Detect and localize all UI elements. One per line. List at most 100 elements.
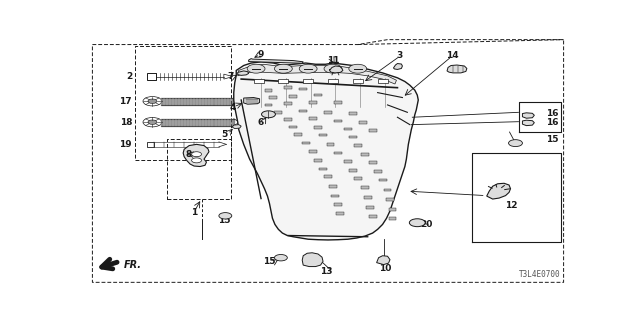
Bar (388, 208, 396, 211)
Polygon shape (302, 253, 323, 267)
Circle shape (247, 64, 265, 73)
Polygon shape (249, 59, 303, 63)
Text: 2: 2 (126, 72, 132, 81)
Text: 3: 3 (397, 51, 403, 60)
Bar (354, 144, 362, 147)
Text: 10: 10 (379, 264, 391, 273)
Text: 6: 6 (257, 118, 264, 127)
Bar (269, 96, 277, 99)
Text: 20: 20 (420, 220, 432, 229)
Bar (361, 186, 369, 189)
Bar (326, 143, 335, 146)
Bar (379, 179, 387, 181)
Bar (289, 95, 297, 98)
Bar (284, 86, 292, 89)
Bar (369, 215, 376, 218)
Bar (301, 142, 310, 145)
Circle shape (410, 219, 425, 227)
Polygon shape (486, 183, 511, 199)
Bar (319, 168, 327, 170)
Bar (147, 73, 156, 80)
Circle shape (300, 64, 317, 73)
Bar (364, 196, 372, 199)
Polygon shape (244, 98, 260, 104)
Bar (289, 126, 297, 129)
Text: 15: 15 (546, 135, 559, 144)
Text: 17: 17 (120, 97, 132, 106)
Bar (314, 159, 322, 162)
Polygon shape (522, 120, 534, 126)
Circle shape (324, 64, 342, 73)
Polygon shape (330, 66, 343, 73)
Text: 8: 8 (186, 150, 191, 159)
Circle shape (148, 120, 157, 124)
Bar (264, 104, 273, 106)
Bar (324, 111, 332, 114)
Bar (369, 129, 376, 132)
Circle shape (262, 111, 275, 118)
Text: 18: 18 (120, 118, 132, 127)
Bar (369, 162, 376, 164)
Text: 13: 13 (321, 267, 333, 276)
Bar (332, 195, 339, 197)
Polygon shape (234, 62, 419, 240)
Text: 4: 4 (230, 103, 236, 112)
Bar (314, 94, 322, 96)
Bar (361, 153, 369, 156)
Circle shape (191, 152, 202, 157)
Bar (294, 133, 302, 136)
Polygon shape (394, 64, 403, 69)
Bar (378, 79, 388, 83)
Text: 5: 5 (221, 130, 228, 139)
Bar (309, 150, 317, 153)
Bar (324, 175, 332, 178)
Bar (344, 128, 352, 131)
Bar (264, 89, 273, 92)
Bar (334, 203, 342, 206)
Text: 11: 11 (326, 56, 339, 65)
Bar (300, 88, 307, 90)
Bar (319, 134, 327, 136)
Circle shape (219, 212, 232, 219)
Bar (353, 79, 363, 83)
Text: 16: 16 (546, 118, 559, 127)
Bar (383, 188, 392, 191)
Bar (275, 111, 282, 114)
Bar (284, 102, 292, 105)
Bar (388, 217, 396, 220)
Text: FR.: FR. (124, 260, 141, 269)
Circle shape (275, 254, 287, 261)
Bar (349, 169, 356, 172)
Polygon shape (183, 144, 209, 166)
Text: T3L4E0700: T3L4E0700 (518, 270, 560, 279)
Text: 16: 16 (546, 109, 559, 118)
Polygon shape (237, 71, 249, 75)
Text: 14: 14 (445, 51, 458, 60)
Bar (278, 79, 288, 83)
Bar (354, 178, 362, 180)
Text: 12: 12 (505, 202, 518, 211)
Bar (349, 136, 356, 138)
Bar (147, 142, 154, 147)
Circle shape (148, 99, 157, 103)
Circle shape (275, 64, 292, 73)
Bar (334, 152, 342, 154)
Bar (329, 185, 337, 188)
Circle shape (191, 158, 202, 163)
Bar (386, 198, 394, 201)
Text: 7: 7 (227, 72, 234, 81)
Bar (314, 126, 322, 129)
Bar (253, 79, 264, 83)
Bar (334, 101, 342, 104)
Bar (359, 121, 367, 124)
Bar (284, 118, 292, 121)
Bar (334, 120, 342, 122)
Circle shape (349, 64, 367, 73)
Bar (349, 112, 356, 115)
Text: 15: 15 (218, 216, 230, 225)
Polygon shape (232, 124, 241, 129)
Polygon shape (237, 64, 396, 84)
Bar (337, 212, 344, 215)
Circle shape (509, 140, 522, 147)
Bar (309, 101, 317, 104)
